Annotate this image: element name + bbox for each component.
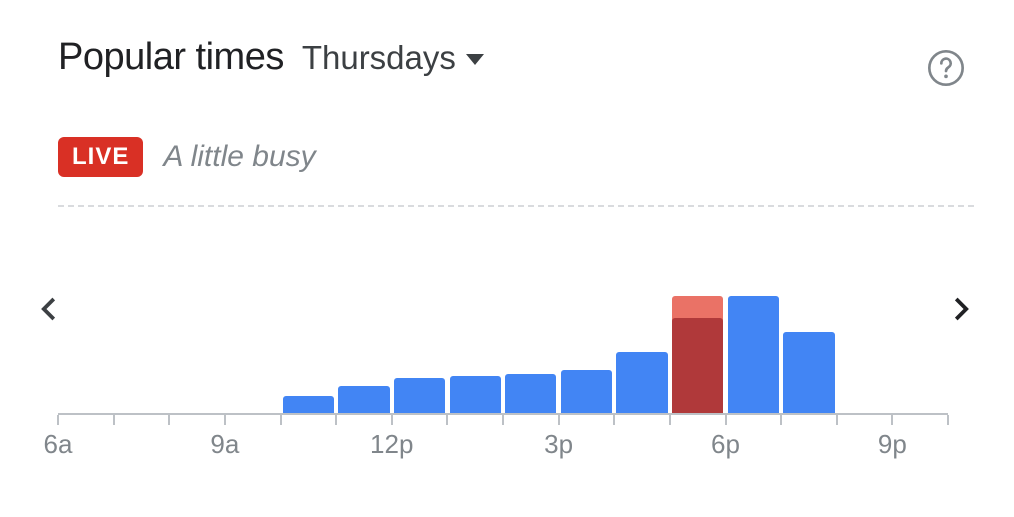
x-axis-label: 6p bbox=[711, 429, 740, 460]
live-row: LIVE A little busy bbox=[58, 137, 974, 177]
x-axis-label: 12p bbox=[370, 429, 413, 460]
hour-bar bbox=[338, 386, 389, 413]
x-axis-tick bbox=[280, 415, 282, 425]
x-axis-tick bbox=[168, 415, 170, 425]
popular-times-panel: Popular times Thursdays LIVE A little bu… bbox=[0, 0, 1014, 517]
divider bbox=[58, 205, 974, 207]
section-title: Popular times bbox=[58, 36, 284, 79]
x-axis-tick bbox=[335, 415, 337, 425]
live-status-text: A little busy bbox=[163, 140, 315, 174]
live-badge: LIVE bbox=[58, 137, 143, 177]
chevron-right-icon bbox=[945, 287, 975, 331]
x-axis-tick bbox=[502, 415, 504, 425]
x-axis-tick bbox=[780, 415, 782, 425]
live-bar bbox=[672, 318, 723, 413]
day-selector-label: Thursdays bbox=[302, 39, 456, 77]
x-axis-tick bbox=[669, 415, 671, 425]
popular-times-chart: 6a9a12p3p6p9p bbox=[58, 215, 974, 475]
x-axis-label: 9p bbox=[878, 429, 907, 460]
hour-bar bbox=[394, 378, 445, 413]
chart-plot-area bbox=[58, 215, 948, 415]
hour-bar bbox=[561, 370, 612, 413]
x-axis-tick bbox=[891, 415, 893, 425]
hour-bar bbox=[616, 352, 667, 413]
x-axis-tick bbox=[558, 415, 560, 425]
help-button[interactable] bbox=[924, 46, 968, 90]
header-row: Popular times Thursdays bbox=[58, 36, 974, 79]
x-axis-label: 3p bbox=[544, 429, 573, 460]
x-axis-tick bbox=[224, 415, 226, 425]
hour-bar bbox=[505, 374, 556, 413]
x-axis-labels: 6a9a12p3p6p9p bbox=[58, 429, 948, 459]
x-axis-tick bbox=[113, 415, 115, 425]
x-axis-tick bbox=[613, 415, 615, 425]
x-axis-tick bbox=[947, 415, 949, 425]
x-axis-tick bbox=[836, 415, 838, 425]
chevron-down-icon bbox=[466, 54, 484, 65]
hour-bar bbox=[283, 396, 334, 413]
x-axis-label: 9a bbox=[210, 429, 239, 460]
x-axis-label: 6a bbox=[44, 429, 73, 460]
x-axis-ticks bbox=[58, 415, 948, 425]
x-axis-tick bbox=[446, 415, 448, 425]
x-axis-tick bbox=[725, 415, 727, 425]
hour-bar bbox=[783, 332, 834, 413]
day-selector[interactable]: Thursdays bbox=[302, 39, 484, 77]
help-icon bbox=[926, 48, 966, 88]
hour-bar bbox=[728, 296, 779, 413]
x-axis-tick bbox=[391, 415, 393, 425]
x-axis-tick bbox=[57, 415, 59, 425]
hour-bar bbox=[450, 376, 501, 413]
